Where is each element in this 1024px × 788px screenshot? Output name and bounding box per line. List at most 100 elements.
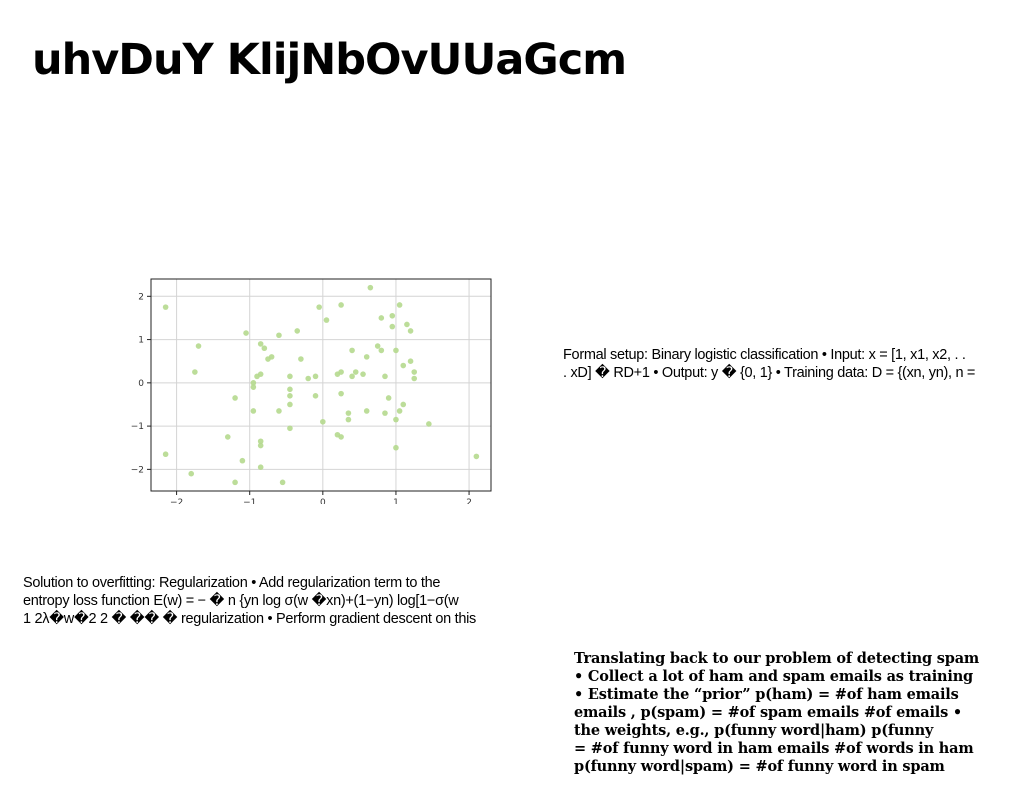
scatter-point [404,321,410,328]
scatter-point [393,347,399,354]
scatter-point [287,373,293,380]
scatter-point [338,390,344,397]
text-line: = #of funny word in ham emails #of words… [574,740,974,757]
scatter-point [232,395,238,401]
scatter-point [287,425,293,432]
text-line: • Collect a lot of ham and spam emails a… [574,668,973,685]
scatter-point [195,343,202,349]
y-tick-label: −2 [131,465,144,475]
scatter-point [312,393,319,399]
scatter-point [162,304,169,310]
scatter-point [393,416,399,423]
plot-axes: −2 −1 0 1 2 −2 −1 0 1 2 [131,292,472,504]
scatter-point [276,332,282,339]
scatter-point [250,384,257,390]
scatter-point [287,386,293,393]
scatter-point [367,284,374,291]
scatter-point [400,362,407,369]
text-line: Formal setup: Binary logistic classifica… [563,347,966,363]
scatter-point [287,393,293,399]
scatter-point [349,373,355,380]
scatter-point [338,434,344,440]
scatter-point [338,369,344,375]
scatter-point [192,369,198,375]
text-line: Solution to overfitting: Regularization … [23,575,441,591]
scatter-point [382,410,388,416]
scatter-point [188,470,195,477]
text-line: entropy loss function E(w) = − � n {yn l… [23,593,459,609]
scatter-point [473,453,480,460]
x-tick-label: 2 [466,498,472,504]
scatter-point [261,345,268,352]
scatter-point [385,395,392,401]
scatter-point [312,373,319,380]
scatter-point [393,444,399,451]
scatter-point [349,347,355,354]
scatter-point [345,410,352,416]
scatter-point [232,479,238,486]
scatter-point [316,304,322,310]
scatter-point [378,347,385,354]
x-tick-label: 0 [320,498,326,504]
text-line: the weights, e.g., p(funny word|ham) p(f… [574,722,934,739]
scatter-point [407,328,414,334]
scatter-point [298,356,304,362]
scatter-point [257,341,264,347]
y-tick-label: 1 [138,336,144,346]
scatter-point [382,373,388,380]
text-line: . xD] � RD+1 • Output: y � {0, 1} • Trai… [563,365,976,381]
text-line: p(funny word|spam) = #of funny word in s… [574,758,945,775]
scatter-point [426,421,432,427]
scatter-plot: −2 −1 0 1 2 −2 −1 0 1 2 [131,278,492,504]
scatter-point [243,330,249,336]
plot-grid [151,279,491,491]
regularization-text: Solution to overfitting: Regularization … [23,574,513,628]
scatter-point [411,375,418,382]
scatter-point [363,408,370,414]
text-line: 1 2λ�w�2 2 � �� � regularization • Perfo… [23,611,476,627]
scatter-point [279,479,286,486]
scatter-point [305,375,312,382]
formal-setup-text: Formal setup: Binary logistic classifica… [563,346,1024,382]
scatter-point [363,354,370,360]
scatter-point [250,408,257,414]
scatter-point [250,380,257,386]
spam-detection-text: Translating back to our problem of detec… [574,650,1024,776]
scatter-point [287,401,293,408]
text-line: Translating back to our problem of detec… [574,650,980,667]
scatter-point [378,315,385,321]
y-tick-label: 2 [138,292,144,302]
y-tick-label: −1 [131,422,144,432]
scatter-point [396,408,403,414]
scatter-point [338,302,344,308]
scatter-point [411,369,418,375]
scatter-point [294,328,301,334]
scatter-point [257,438,264,445]
scatter-points [162,284,480,486]
scatter-point [276,408,282,414]
x-tick-label: −1 [243,498,256,504]
x-tick-label: 1 [393,498,399,504]
x-tick-label: −2 [170,498,183,504]
scatter-point [323,317,330,323]
scatter-point [389,312,396,319]
scatter-point [389,323,396,330]
text-line: emails , p(spam) = #of spam emails #of e… [574,704,962,721]
text-line: • Estimate the “prior” p(ham) = #of ham … [574,686,959,703]
scatter-point [224,434,231,440]
scatter-point [396,302,403,308]
y-tick-label: 0 [138,379,144,389]
scatter-point [257,442,264,449]
scatter-point [374,343,381,349]
scatter-point [239,457,246,464]
scatter-point [162,451,169,458]
slide-title: uhvDuY KlijNbOvUUaGcm [32,35,627,85]
scatter-point [345,416,352,423]
scatter-point [400,401,407,408]
scatter-point [257,464,264,471]
scatter-point [352,369,359,375]
scatter-point [257,371,264,377]
scatter-point [407,358,414,365]
scatter-point [268,354,275,360]
scatter-point [320,418,326,425]
